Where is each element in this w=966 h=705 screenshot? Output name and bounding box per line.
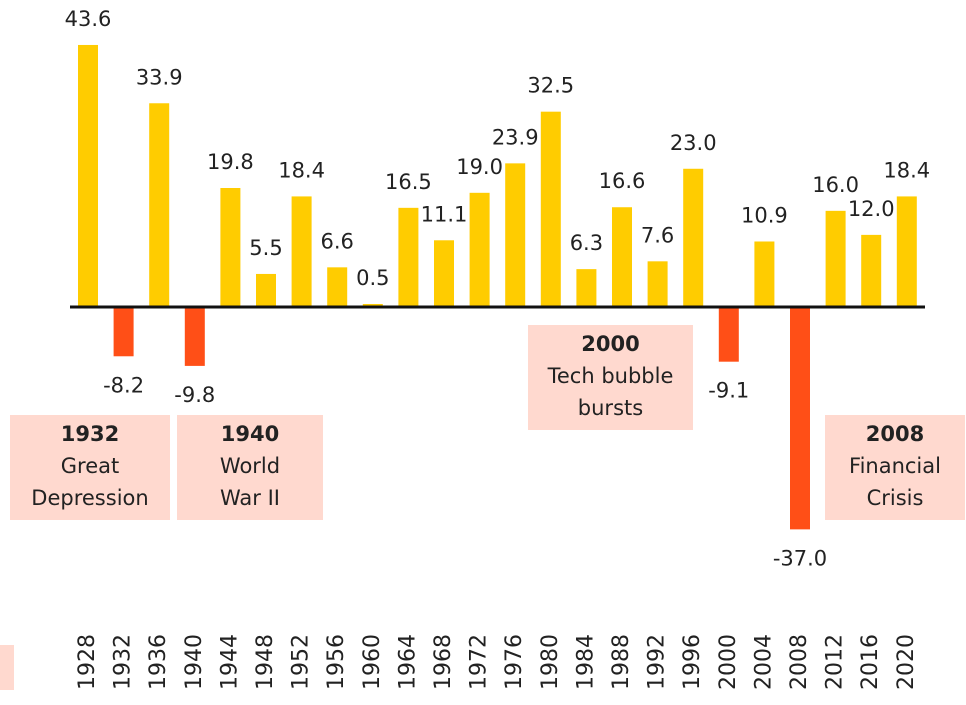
annotation-box — [177, 415, 323, 520]
bar — [718, 307, 739, 362]
bar — [861, 234, 882, 307]
x-tick-label: 2016 — [858, 634, 883, 690]
bar — [469, 192, 490, 307]
bar — [78, 44, 98, 308]
bar — [434, 240, 454, 307]
x-tick-label: 2012 — [823, 634, 848, 690]
annotation-text: bursts — [578, 396, 643, 420]
annotation-title: 2000 — [581, 332, 639, 356]
bar — [576, 269, 597, 307]
annotation-box — [10, 415, 170, 520]
value-label: -9.1 — [708, 379, 749, 403]
value-label: 6.3 — [570, 231, 603, 255]
value-label: 16.0 — [812, 173, 859, 197]
value-label: 10.9 — [741, 203, 788, 227]
annotation-box — [825, 415, 965, 520]
x-tick-label: 1984 — [573, 634, 598, 690]
value-label: 0.5 — [356, 266, 389, 290]
value-label: 32.5 — [527, 74, 574, 98]
x-tick-label: 1928 — [75, 634, 100, 690]
value-label: 33.9 — [136, 65, 183, 89]
value-label: -8.2 — [103, 373, 144, 397]
bar — [327, 267, 348, 307]
value-label: 43.6 — [65, 7, 112, 31]
bar — [896, 196, 917, 307]
value-label: 23.9 — [492, 125, 539, 149]
value-label: 11.1 — [421, 202, 468, 226]
annotation-title: 1932 — [61, 422, 119, 446]
bar — [790, 307, 810, 530]
value-label: 19.8 — [207, 150, 254, 174]
value-label: 18.4 — [883, 158, 930, 182]
value-label: 16.6 — [599, 169, 646, 193]
x-tick-label: 2000 — [716, 634, 741, 690]
bar — [398, 207, 419, 307]
annotation-text: Depression — [31, 486, 148, 510]
annotation-text: Tech bubble — [547, 364, 674, 388]
annotation-text: War II — [220, 486, 280, 510]
bar — [256, 273, 276, 307]
value-label: 19.0 — [456, 155, 503, 179]
x-tick-label: 2008 — [787, 634, 812, 690]
value-label: -9.8 — [174, 383, 215, 407]
bar — [220, 188, 241, 307]
bar — [505, 163, 526, 307]
x-tick-label: 2004 — [751, 634, 776, 690]
x-tick-label: 1976 — [502, 634, 527, 690]
annotation-text: Financial — [849, 454, 941, 478]
value-label: -37.0 — [773, 546, 827, 570]
x-tick-label: 1948 — [253, 634, 278, 690]
value-label: 7.6 — [641, 223, 674, 247]
x-tick-label: 1988 — [609, 634, 634, 690]
x-tick-label: 1932 — [111, 634, 136, 690]
x-tick-label: 1964 — [395, 634, 420, 690]
bar — [825, 210, 846, 307]
bar — [647, 261, 668, 307]
x-tick-label: 1992 — [645, 634, 670, 690]
bar — [291, 196, 312, 307]
value-label: 16.5 — [385, 170, 432, 194]
value-label: 23.0 — [670, 131, 717, 155]
x-tick-label: 1944 — [217, 634, 242, 690]
x-tick-label: 1956 — [324, 634, 349, 690]
annotation-text: Crisis — [867, 486, 924, 510]
bar — [683, 168, 704, 307]
x-tick-label: 1972 — [467, 634, 492, 690]
bar — [149, 103, 170, 307]
annotation-text: Great — [61, 454, 119, 478]
x-tick-label: 2020 — [894, 634, 919, 690]
x-tick-label: 1968 — [431, 634, 456, 690]
value-label: 12.0 — [848, 197, 895, 221]
bar — [754, 241, 775, 307]
x-tick-label: 1960 — [360, 634, 385, 690]
value-label: 5.5 — [249, 236, 282, 260]
x-tick-label: 1940 — [182, 634, 207, 690]
bar — [113, 307, 134, 357]
x-tick-label: 1980 — [538, 634, 563, 690]
annotation-title: 2008 — [866, 422, 924, 446]
legend-swatch — [0, 645, 14, 690]
value-label: 18.4 — [278, 158, 325, 182]
x-tick-label: 1952 — [289, 634, 314, 690]
bar — [184, 307, 205, 366]
annotation-title: 1940 — [221, 422, 279, 446]
bar — [612, 207, 632, 307]
x-tick-label: 1996 — [680, 634, 705, 690]
annotation-box — [528, 325, 693, 430]
bar — [540, 111, 561, 307]
annotation-text: World — [220, 454, 280, 478]
x-tick-label: 1936 — [146, 634, 171, 690]
bar — [362, 303, 383, 307]
value-label: 6.6 — [320, 229, 353, 253]
